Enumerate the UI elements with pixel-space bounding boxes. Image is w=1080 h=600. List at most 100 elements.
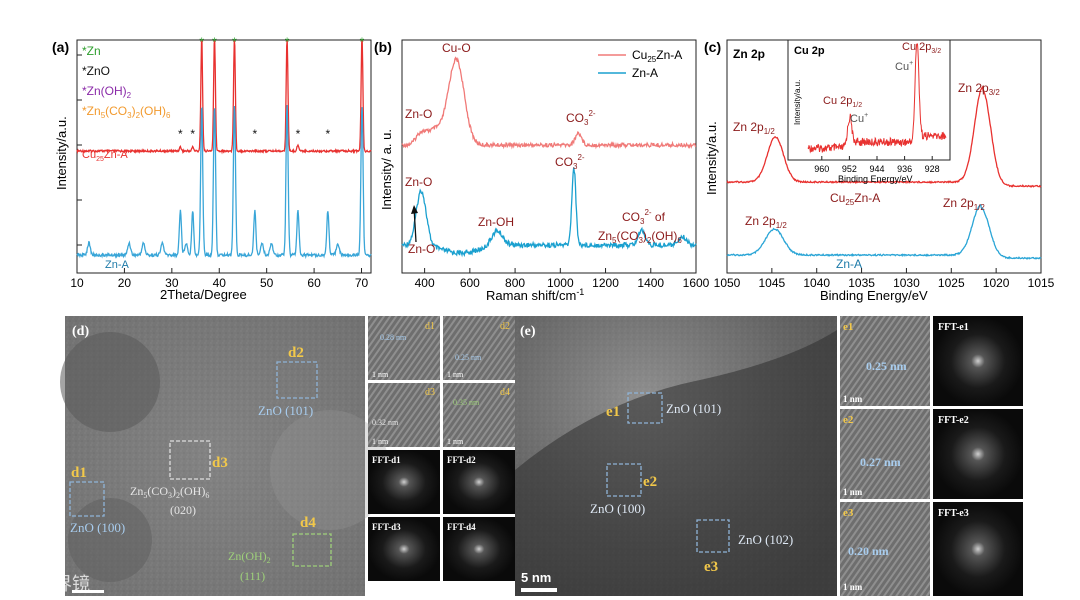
- region-d4-plane: (111): [240, 569, 265, 583]
- legend-zn5co3oh: *Zn5(CO3)2(OH)6: [82, 104, 171, 120]
- annot-co3-mid: CO32-: [555, 153, 585, 171]
- a-xtick-label-1: 20: [118, 276, 132, 290]
- region-e3-label: e3: [704, 559, 718, 575]
- fft-d1: [368, 450, 440, 514]
- region-d2-phase: ZnO (101): [258, 403, 313, 418]
- b-xtick-label-1: 600: [460, 276, 480, 290]
- fft-e1-label: FFT-e1: [938, 322, 969, 333]
- legend-zno: *ZnO: [82, 64, 110, 78]
- panel-c-series-zn-a: [726, 204, 1042, 260]
- panel-b-series-zn-a: [401, 167, 697, 258]
- fft-d4: [443, 517, 515, 581]
- b-xtick-label-4: 1200: [592, 276, 619, 290]
- hrtem-e1-scale: 1 nm: [843, 394, 863, 404]
- hrtem-d1-spacing: 0.28 nm: [380, 333, 407, 342]
- fft-d3-label: FFT-d3: [372, 522, 401, 532]
- a-xtick-label-5: 60: [307, 276, 321, 290]
- region-d2-label: d2: [288, 345, 304, 361]
- region-d2-box: [276, 361, 318, 399]
- panel-a-series-cu25zn-a: [76, 39, 372, 155]
- hrtem-e2-tag: e2: [843, 414, 854, 426]
- region-d1-phase: ZnO (100): [70, 520, 125, 535]
- scale-bar-e-label: 5 nm: [521, 570, 551, 585]
- panel-c-series-cu25zn-a: [726, 85, 1042, 188]
- panel-b-axes: [401, 39, 697, 274]
- a-xtick-label-2: 30: [165, 276, 179, 290]
- panel-a-xlabel: 2Theta/Degree: [160, 287, 247, 302]
- a-star-zn-2: *: [232, 35, 237, 49]
- annot-c-zn-a: Zn-A: [836, 257, 862, 271]
- inset-x-ticks: 960 952 944 936 928: [814, 156, 940, 174]
- region-d1-label: d1: [71, 465, 87, 481]
- hrtem-d3-tag: d3: [425, 387, 435, 398]
- inset-cu2p32: Cu 2p3/2: [902, 41, 941, 55]
- region-d4-label: d4: [300, 515, 316, 531]
- hrtem-d4-tag: d4: [500, 387, 510, 398]
- a-star-zno-1: *: [190, 127, 195, 141]
- fft-d2-label: FFT-d2: [447, 455, 476, 465]
- panel-a-ylabel: Intensity/a.u.: [54, 116, 69, 190]
- panel-c-zn2p-title: Zn 2p: [733, 47, 765, 61]
- panel-a-y-ticks: [77, 54, 82, 246]
- region-d3-label: d3: [212, 455, 228, 471]
- panel-a-x-ticks: 10 20 30 40 50 60 70: [70, 268, 369, 290]
- hrtem-d2: [443, 316, 515, 380]
- fft-e3: [933, 502, 1023, 596]
- region-d3-plane: (020): [170, 503, 196, 517]
- a-xtick-label-0: 10: [70, 276, 84, 290]
- region-d1-box: [69, 481, 105, 517]
- inset-series-cu2p: [807, 43, 947, 154]
- b-xtick-label-5: 1400: [637, 276, 664, 290]
- hrtem-d2-spacing: 0.25 nm: [455, 353, 482, 362]
- panel-e-tem: (e) e1 ZnO (101) e2 ZnO (100) e3 ZnO (10…: [515, 316, 837, 596]
- panel-a: (a) 10 20 30 40 50 60 70 2Theta/Degree Intensi…: [52, 35, 372, 302]
- inset-cuplus-2: Cu+: [850, 112, 868, 125]
- hrtem-e3-tag: e3: [843, 507, 854, 519]
- panel-b-xlabel: Raman shift/cm-1: [486, 287, 584, 303]
- annot-arrowhead: [411, 205, 418, 214]
- hrtem-e2-scale: 1 nm: [843, 487, 863, 497]
- a-star-zno-2: *: [252, 127, 257, 141]
- annot-zn-o-low: Zn-O: [408, 242, 435, 256]
- hrtem-d2-tag: d2: [500, 321, 510, 332]
- c-xtick-label-6: 1020: [983, 276, 1010, 290]
- a-xtick-label-3: 40: [213, 276, 227, 290]
- a-star-zno-4: *: [326, 127, 331, 141]
- annot-cu-o: Cu-O: [442, 41, 471, 55]
- hrtem-e3-scale: 1 nm: [843, 582, 863, 592]
- fft-e2: [933, 409, 1023, 499]
- region-e3-phase: ZnO (102): [738, 532, 793, 547]
- panel-c: (c) 1050 1045 1040 1035 1030 1025 1020 1015 Bin…: [704, 39, 1055, 303]
- a-star-zn-1: *: [212, 35, 217, 49]
- hrtem-e-grid: e1 e2 e3 0.25 nm 0.27 nm 0.20 nm 1 nm 1 …: [840, 316, 1023, 596]
- hrtem-e2: [840, 409, 930, 499]
- inset-ylabel: Intensity/a.u.: [793, 80, 802, 125]
- panel-b: (b) 400 600 800 1000 1200 1400 1600 Raman shif…: [374, 39, 710, 303]
- annot-co3-of: CO32- of: [622, 208, 666, 226]
- b-xtick-label-2: 800: [505, 276, 525, 290]
- inset-title: Cu 2p: [794, 45, 825, 57]
- in-xtick-label-1: 952: [842, 164, 857, 174]
- annot-c-cu25zn-a: Cu25Zn-A: [830, 191, 880, 207]
- hrtem-e1-spacing: 0.25 nm: [866, 359, 907, 373]
- region-d3-box: [169, 440, 211, 480]
- c-xtick-label-4: 1030: [893, 276, 920, 290]
- a-xtick-label-4: 50: [260, 276, 274, 290]
- inset-axes: [787, 39, 951, 161]
- inset-cu2p12: Cu 2p1/2: [823, 95, 862, 109]
- in-xtick-label-2: 944: [869, 164, 884, 174]
- fft-d2: [443, 450, 515, 514]
- hrtem-d3: [368, 383, 440, 447]
- in-xtick-label-0: 960: [814, 164, 829, 174]
- region-d3-phase: Zn5(CO3)2(OH)6: [130, 484, 209, 500]
- panel-a-series-label-cu25zn-a: Cu25Zn-A: [82, 149, 128, 163]
- annot-c-zn2p12-zn-left: Zn 2p1/2: [745, 214, 787, 230]
- hrtem-e1-tag: e1: [843, 321, 853, 333]
- c-xtick-label-7: 1015: [1028, 276, 1055, 290]
- hrtem-d-grid: d1 d2 d3 d4 0.28 nm 0.25 nm 0.32 nm 0.35…: [368, 316, 515, 581]
- panel-c-xlabel: Binding Energy/eV: [820, 288, 928, 303]
- panel-c-label: (c): [704, 39, 721, 55]
- scale-bar-e: [521, 588, 557, 592]
- panel-b-x-ticks: 400 600 800 1000 1200 1400 1600: [415, 268, 710, 290]
- a-star-zno-0: *: [178, 127, 183, 141]
